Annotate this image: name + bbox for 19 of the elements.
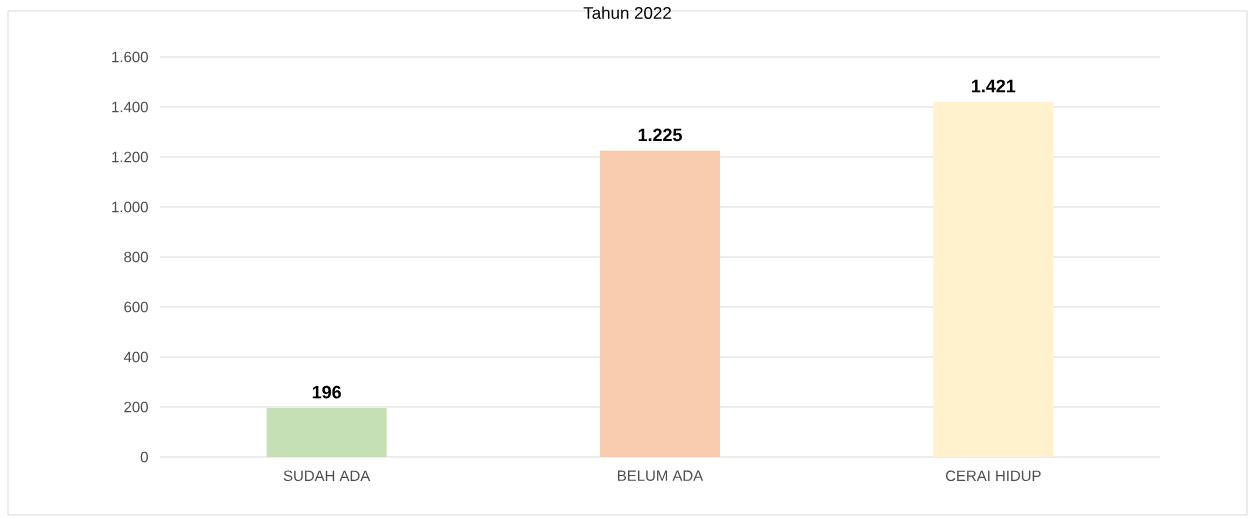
y-tick-label: 800 bbox=[124, 251, 148, 263]
data-label: 1.421 bbox=[972, 79, 1016, 93]
y-tick-label: 200 bbox=[124, 401, 148, 413]
chart-title: Tahun 2022 bbox=[583, 6, 671, 19]
y-tick-label: 0 bbox=[140, 451, 148, 463]
y-tick-label: 1.000 bbox=[112, 201, 148, 213]
bar bbox=[600, 150, 721, 457]
y-tick-label: 600 bbox=[124, 301, 148, 313]
y-tick-label: 1.600 bbox=[112, 51, 148, 63]
y-tick-label: 1.200 bbox=[112, 151, 148, 163]
bar bbox=[266, 407, 387, 457]
bar bbox=[933, 101, 1054, 457]
data-label: 1.225 bbox=[638, 128, 682, 142]
y-tick-label: 1.400 bbox=[112, 101, 148, 113]
y-tick-label: 400 bbox=[123, 351, 148, 363]
data-label: 196 bbox=[312, 385, 341, 399]
x-tick-label: BELUM ADA bbox=[618, 470, 704, 481]
x-tick-label: CERAI HIDUP bbox=[945, 470, 1041, 482]
x-tick-label: SUDAH ADA bbox=[283, 470, 371, 482]
